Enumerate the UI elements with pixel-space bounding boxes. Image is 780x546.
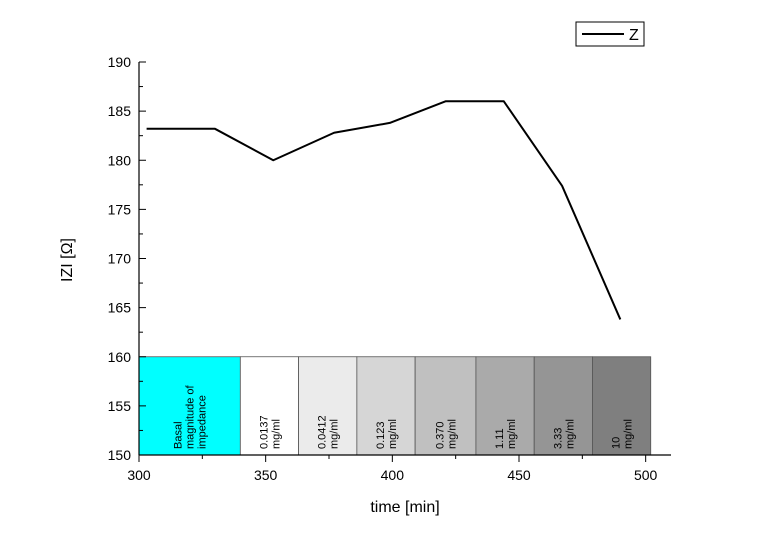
concentration-box-5: [475, 356, 535, 456]
concentration-boxes: Basalmagnitude ofimpedance 0.0137mg/ml 0.0…: [138, 356, 652, 456]
concentration-box-0: [138, 356, 241, 456]
y-tick-label: 170: [108, 251, 132, 267]
x-tick-label: 350: [254, 467, 278, 483]
concentration-box-label-4: 0.370mg/ml: [435, 419, 459, 449]
concentration-box-4: [414, 356, 477, 456]
y-tick-label: 160: [108, 349, 132, 365]
legend: Z: [575, 21, 645, 47]
y-tick-label: 155: [108, 398, 132, 414]
concentration-box-label-7: 10mg/ml: [611, 419, 635, 449]
x-tick-label: 450: [507, 467, 531, 483]
y-axis-title: IZI [Ω]: [59, 238, 76, 282]
y-tick-label: 150: [108, 447, 132, 463]
legend-label-z: Z: [629, 27, 639, 44]
x-tick-label: 400: [381, 467, 405, 483]
concentration-box-3: [356, 356, 416, 456]
concentration-box-2: [298, 356, 358, 456]
series-group: [146, 100, 622, 320]
x-tick-label: 300: [127, 467, 151, 483]
concentration-box-label-6: 3.33mg/ml: [552, 419, 576, 449]
axes: 150 155 160 165 170 175 180 185 190 300 350 400 450 5…: [108, 54, 671, 483]
concentration-box-label-5: 1.11mg/ml: [494, 419, 518, 449]
concentration-box-label-0: Basalmagnitude ofimpedance: [173, 384, 209, 449]
y-tick-label: 190: [108, 54, 132, 70]
x-axis-title: time [min]: [370, 499, 439, 516]
concentration-box-label-1: 0.0137mg/ml: [258, 415, 282, 449]
y-tick-label: 180: [108, 152, 132, 168]
concentration-box-label-2: 0.0412mg/ml: [317, 415, 341, 449]
concentration-box-label-3: 0.123mg/ml: [375, 419, 399, 449]
x-tick-label: 500: [634, 467, 658, 483]
y-tick-label: 185: [108, 103, 132, 119]
y-tick-label: 175: [108, 201, 132, 217]
y-tick-label: 165: [108, 300, 132, 316]
series-line-z: [146, 100, 622, 320]
